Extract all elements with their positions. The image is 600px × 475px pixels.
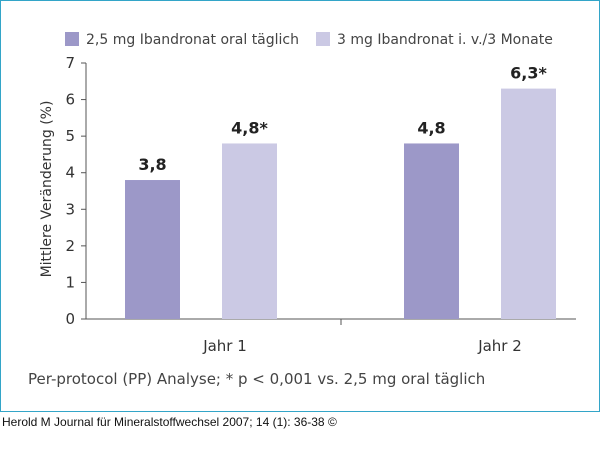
data-labels: 3,8 4,8* 4,8 6,3* <box>138 64 547 174</box>
y-tick-label: 0 <box>65 310 75 328</box>
y-tick-label: 1 <box>65 273 75 291</box>
legend-label-series-2: 3 mg Ibandronat i. v./3 Monate <box>337 32 553 48</box>
y-axis-title: Mittlere Veränderung (%) <box>39 101 55 278</box>
y-axis-ticks: 0 1 2 3 4 5 6 7 <box>65 54 86 328</box>
category-label: Jahr 1 <box>202 337 247 355</box>
y-tick-label: 4 <box>65 164 75 182</box>
category-label: Jahr 2 <box>477 337 522 355</box>
y-tick-label: 5 <box>65 127 75 145</box>
legend-label-series-1: 2,5 mg Ibandronat oral täglich <box>86 32 299 48</box>
y-tick-label: 7 <box>65 54 75 72</box>
data-label: 4,8 <box>417 118 445 137</box>
category-labels: Jahr 1 Jahr 2 <box>202 337 522 355</box>
source-caption: Herold M Journal für Mineralstoffwechsel… <box>2 415 337 429</box>
bar-jahr-1-series-1 <box>125 180 180 319</box>
legend-swatch-series-2 <box>316 32 330 46</box>
y-tick-label: 2 <box>65 237 75 255</box>
bar-jahr-1-series-2 <box>222 143 277 319</box>
bar-chart: 2,5 mg Ibandronat oral täglich 3 mg Iban… <box>28 32 576 388</box>
bar-jahr-2-series-2 <box>501 88 556 319</box>
y-tick-label: 3 <box>65 200 75 218</box>
bars <box>125 88 556 319</box>
legend: 2,5 mg Ibandronat oral täglich 3 mg Iban… <box>65 32 553 48</box>
bar-jahr-2-series-1 <box>404 143 459 319</box>
data-label: 4,8* <box>231 118 268 137</box>
y-tick-label: 6 <box>65 91 75 109</box>
data-label: 3,8 <box>138 155 166 174</box>
footnote: Per-protocol (PP) Analyse; * p < 0,001 v… <box>28 370 485 388</box>
chart-frame: 2,5 mg Ibandronat oral täglich 3 mg Iban… <box>0 0 600 412</box>
legend-swatch-series-1 <box>65 32 79 46</box>
data-label: 6,3* <box>510 64 547 83</box>
